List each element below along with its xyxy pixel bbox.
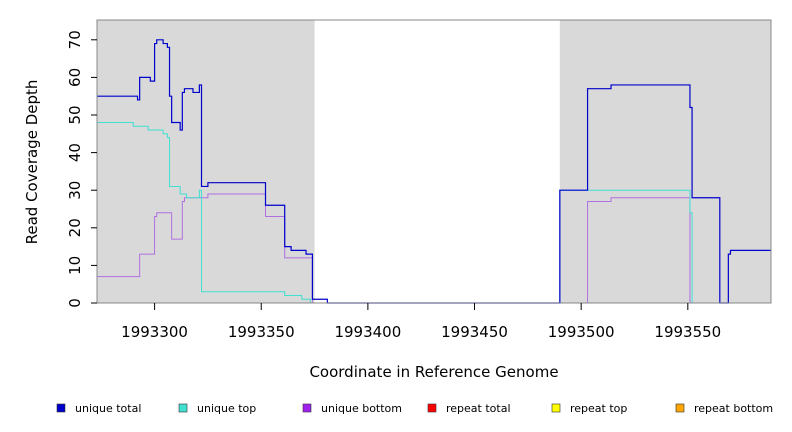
y-tick-label: 70 <box>66 30 84 49</box>
legend-swatch <box>178 403 188 413</box>
legend-item: repeat bottom <box>675 402 773 415</box>
y-tick-label: 60 <box>66 68 84 87</box>
shaded-region-2 <box>559 20 771 303</box>
x-tick-label: 1993550 <box>654 323 721 341</box>
legend-item: repeat top <box>551 402 627 415</box>
legend-label: unique top <box>197 402 256 415</box>
y-tick-label: 20 <box>66 218 84 237</box>
y-tick-label: 10 <box>66 256 84 275</box>
legend-swatch <box>56 403 66 413</box>
legend-swatch <box>675 403 685 413</box>
legend-item: repeat total <box>427 402 511 415</box>
y-axis-title: Read Coverage Depth <box>23 80 41 245</box>
x-tick-label: 1993400 <box>334 323 401 341</box>
legend-swatch <box>427 403 437 413</box>
legend-label: unique total <box>75 402 141 415</box>
legend-label: repeat total <box>446 402 511 415</box>
series-line-unique-total <box>97 39 771 304</box>
shaded-region-1 <box>97 20 315 303</box>
y-tick-label: 40 <box>66 143 84 162</box>
x-axis-title: Coordinate in Reference Genome <box>309 363 558 381</box>
legend-swatch <box>302 403 312 413</box>
legend: unique total unique top unique bottom repea… <box>56 402 773 415</box>
plot-background <box>97 20 771 303</box>
axes-layer: 0 10 20 30 40 50 60 70 1993300 1993350 1993400 1993… <box>66 19 772 341</box>
legend-item: unique top <box>178 402 256 415</box>
x-tick-label: 1993300 <box>121 323 188 341</box>
legend-label: unique bottom <box>321 402 402 415</box>
legend-item: unique total <box>56 402 141 415</box>
legend-swatch <box>551 403 561 413</box>
legend-item: unique bottom <box>302 402 402 415</box>
legend-label: repeat bottom <box>694 402 773 415</box>
x-tick-label: 1993450 <box>441 323 508 341</box>
legend-label: repeat top <box>570 402 627 415</box>
x-tick-label: 1993350 <box>228 323 295 341</box>
x-tick-label: 1993500 <box>548 323 615 341</box>
y-tick-label: 50 <box>66 105 84 124</box>
plot-frame <box>96 19 772 304</box>
y-tick-label: 30 <box>66 181 84 200</box>
y-tick-label: 0 <box>66 298 84 308</box>
series-line-unique-bottom <box>97 193 771 304</box>
